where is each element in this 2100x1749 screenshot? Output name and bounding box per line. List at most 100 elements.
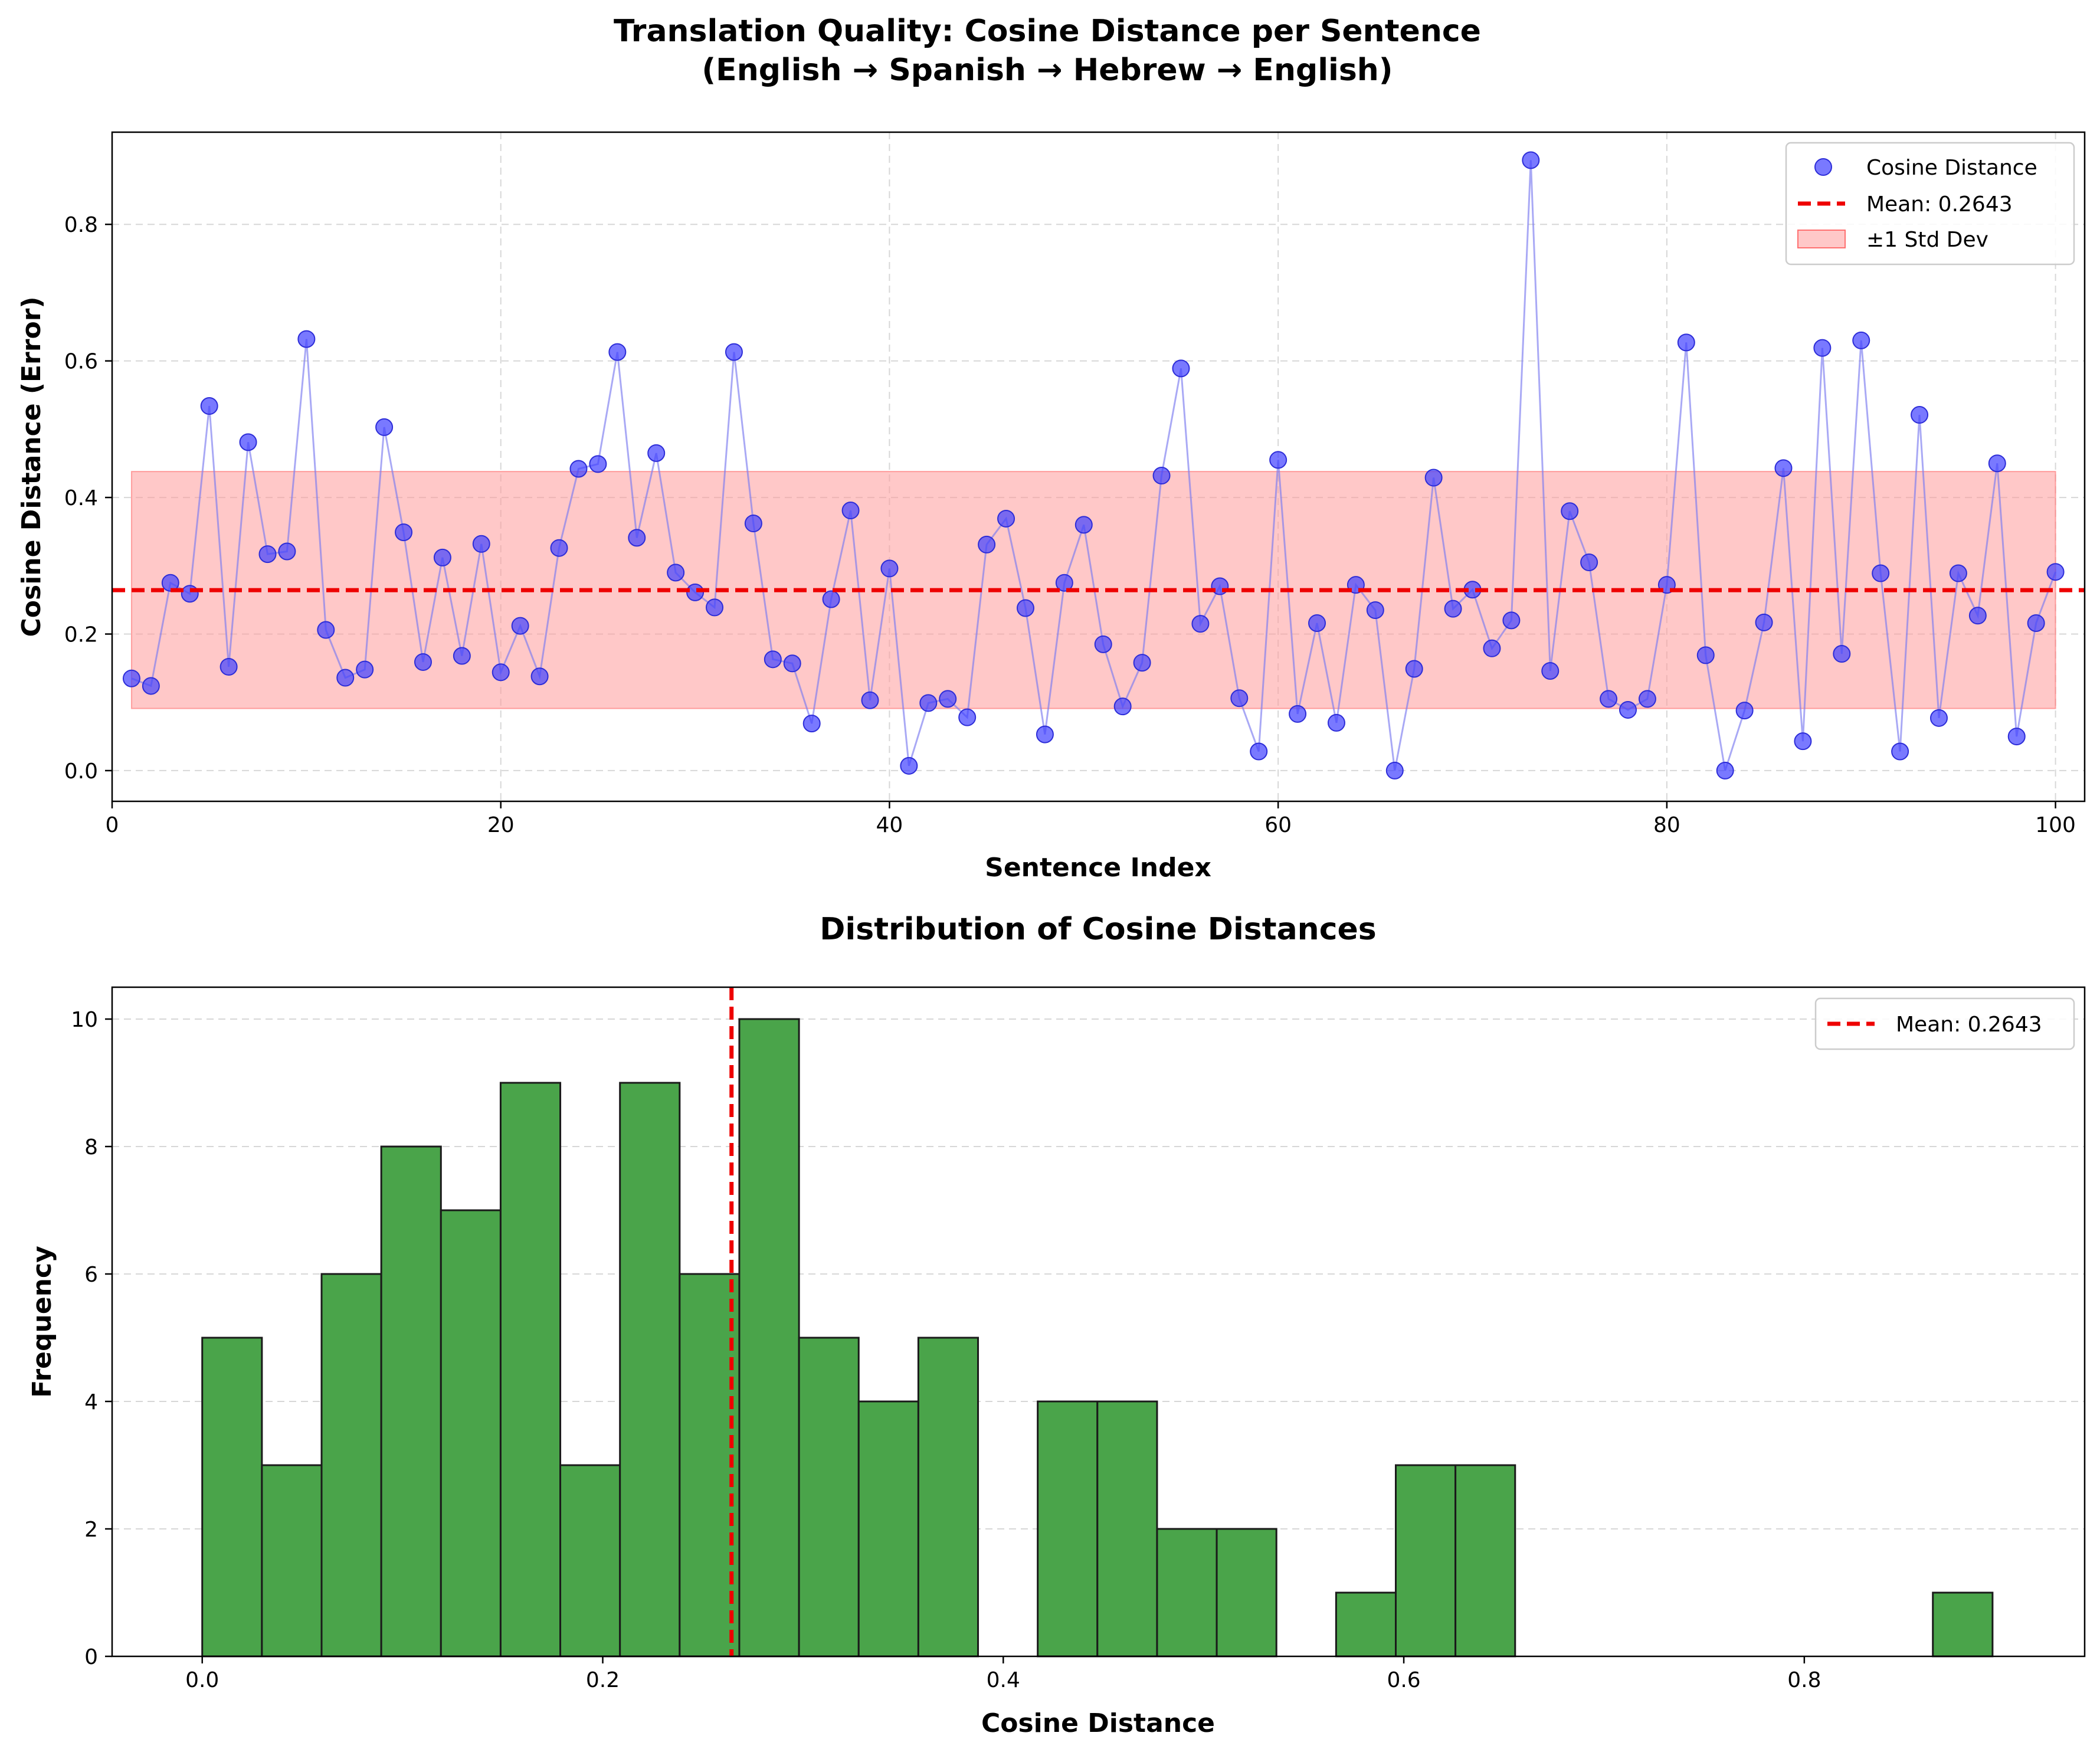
histogram-legend-box [1814, 997, 2075, 1050]
histogram-bar [1156, 1528, 1218, 1658]
legend-point-marker [1814, 158, 1832, 176]
data-point [939, 690, 957, 708]
data-point [1385, 761, 1404, 779]
data-point [1929, 709, 1948, 727]
data-point [122, 669, 140, 687]
data-point [181, 585, 199, 603]
data-point [1755, 613, 1773, 631]
data-point [1152, 467, 1171, 485]
histogram-bar [1932, 1591, 1994, 1658]
histogram-bar [738, 1018, 800, 1658]
data-point [2046, 563, 2065, 581]
data-point [1638, 690, 1656, 708]
legend-points-label: Cosine Distance [1866, 156, 2037, 180]
scatter-ylabel: Cosine Distance (Error) [17, 297, 47, 637]
data-point [1230, 689, 1249, 708]
data-point [1522, 151, 1540, 169]
scatter-xtick-label: 60 [1264, 813, 1292, 837]
scatter-xtick-label: 100 [2035, 813, 2076, 837]
scatter-xtick-label: 80 [1653, 813, 1680, 837]
data-point [1133, 654, 1151, 672]
data-point [706, 598, 724, 617]
data-point [1872, 564, 1890, 582]
histogram-xtick-label: 0.4 [987, 1668, 1020, 1692]
data-point [200, 397, 218, 415]
data-point [414, 653, 432, 671]
scatter-plot-frame [111, 131, 2086, 803]
data-point [841, 502, 860, 520]
data-point [1600, 690, 1618, 708]
data-point [1483, 639, 1501, 657]
data-point [1016, 599, 1034, 617]
scatter-legend: Cosine Distance Mean: 0.2643 ±1 Std Dev [1785, 142, 2075, 266]
histogram-xtick-label: 0.0 [185, 1668, 219, 1692]
histogram-bar [1454, 1464, 1516, 1658]
histogram-chart: Distribution of Cosine Distances 0.0 0.2 0… [27, 912, 2086, 1738]
scatter-xtick-label: 20 [487, 813, 515, 837]
data-point [1250, 742, 1268, 761]
legend-band-swatch [1797, 230, 1846, 248]
data-point [919, 694, 938, 712]
histogram-xtick-label: 0.2 [586, 1668, 620, 1692]
data-point [1580, 553, 1598, 571]
data-point [686, 583, 705, 601]
data-point [880, 559, 899, 578]
histogram-bar [1394, 1464, 1457, 1658]
scatter-chart: Translation Quality: Cosine Distance per… [17, 14, 2086, 883]
data-point [589, 455, 607, 473]
data-point [764, 650, 782, 669]
histogram-bar [380, 1145, 442, 1658]
histogram-bar [798, 1337, 860, 1658]
data-point [1988, 454, 2006, 473]
data-point [356, 660, 374, 679]
histogram-ytick-label: 8 [84, 1135, 98, 1160]
histogram-xtick-label: 0.6 [1387, 1668, 1420, 1692]
data-point [1366, 601, 1384, 619]
histogram-legend: Mean: 0.2643 [1814, 997, 2075, 1050]
scatter-legend-box [1785, 142, 2075, 266]
data-point [336, 669, 355, 687]
data-point [1794, 732, 1812, 751]
histogram-bar [619, 1082, 681, 1658]
data-point [1327, 713, 1345, 732]
legend-band-label: ±1 Std Dev [1866, 228, 1988, 252]
scatter-ytick-label: 0.4 [64, 486, 98, 510]
data-point [142, 677, 160, 695]
data-point [1677, 333, 1695, 352]
histogram-bar [917, 1337, 979, 1658]
data-point [900, 756, 918, 775]
scatter-ytick-label: 0.6 [64, 350, 98, 374]
data-point [1949, 564, 1967, 582]
data-point [744, 515, 762, 533]
data-point [1191, 615, 1210, 633]
histogram-bar [499, 1082, 562, 1658]
data-point [1074, 516, 1093, 534]
scatter-xtick-label: 40 [876, 813, 903, 837]
data-point [1113, 697, 1132, 716]
histogram-ytick-label: 2 [84, 1518, 98, 1542]
data-point [1774, 459, 1793, 477]
scatter-title-line2: (English → Spanish → Hebrew → English) [702, 53, 1393, 88]
data-point [297, 330, 316, 348]
histogram-bar [857, 1400, 919, 1658]
data-point [1852, 331, 1870, 349]
histogram-bar [440, 1209, 502, 1658]
data-point [667, 564, 685, 582]
data-point [550, 539, 568, 557]
data-point [278, 542, 296, 561]
data-point [1269, 451, 1287, 469]
data-point [1561, 502, 1579, 520]
histogram-bar [320, 1273, 382, 1658]
histogram-bar [1037, 1400, 1099, 1658]
data-point [530, 667, 549, 686]
data-point [783, 654, 801, 673]
data-point [492, 663, 510, 682]
data-point [1833, 645, 1851, 663]
data-point [317, 621, 335, 639]
data-point [1541, 661, 1560, 680]
data-point [1055, 574, 1073, 592]
histogram-bar [559, 1464, 621, 1658]
data-point [978, 535, 996, 553]
data-point [1172, 359, 1190, 378]
